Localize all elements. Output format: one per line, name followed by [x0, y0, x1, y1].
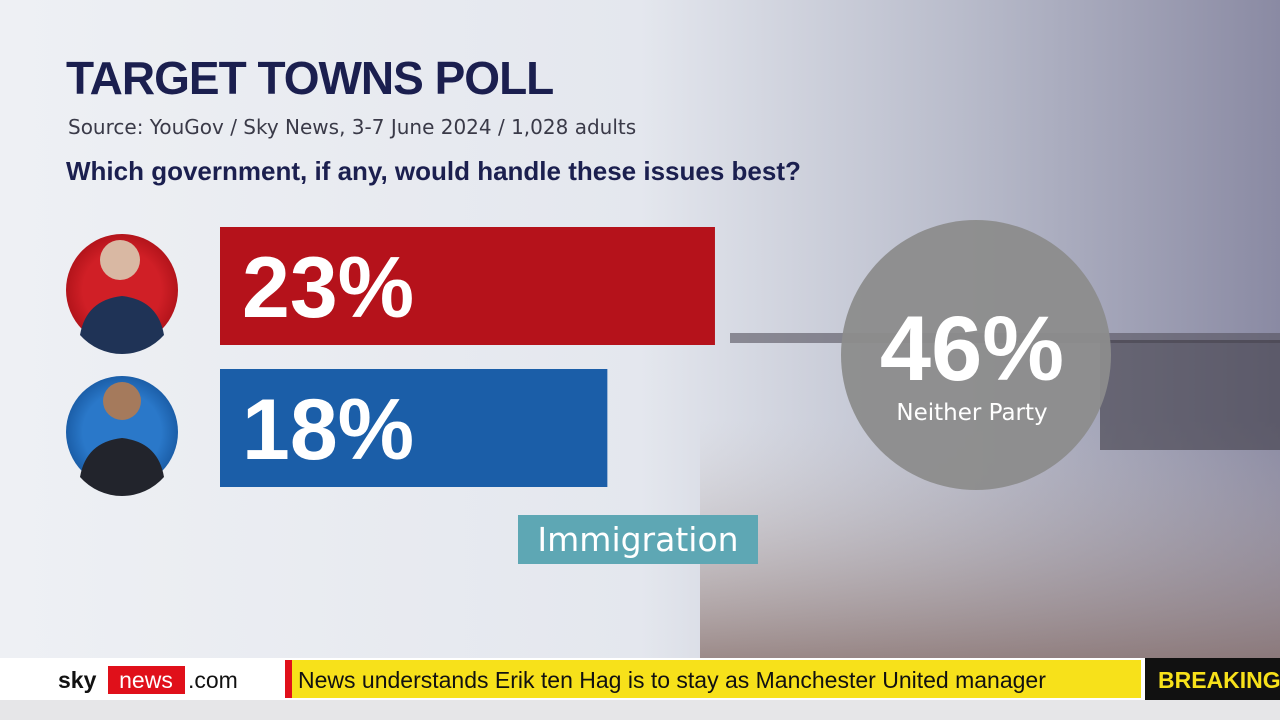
brand-news: news	[119, 667, 173, 693]
topic: Immigration	[537, 520, 738, 559]
pier	[1100, 340, 1280, 450]
callout-circle	[841, 220, 1111, 490]
portrait	[66, 234, 178, 354]
brand-news-bg	[108, 666, 185, 694]
brand-domain: .com	[188, 667, 238, 693]
headline: News understands Erik ten Hag is to stay…	[298, 667, 1046, 693]
topic-box	[518, 515, 758, 564]
callout-value: 46%	[880, 298, 1064, 400]
title: TARGET TOWNS POLL	[66, 52, 553, 104]
question: Which government, if any, would handle t…	[66, 156, 801, 186]
bar	[220, 369, 608, 487]
brand-sky: sky	[58, 667, 97, 693]
subtitle: Source: YouGov / Sky News, 3-7 June 2024…	[68, 115, 636, 139]
headline-bg	[285, 660, 1141, 698]
flash-bg	[1145, 658, 1280, 700]
value-label: 18%	[242, 382, 414, 478]
headline-stripe	[285, 660, 292, 698]
flash: BREAKING	[1158, 667, 1280, 693]
portrait	[66, 376, 178, 496]
ticker-footer	[0, 700, 1280, 720]
callout-text: Neither Party	[896, 400, 1047, 426]
bar	[220, 227, 715, 345]
value-label: 23%	[242, 240, 414, 336]
